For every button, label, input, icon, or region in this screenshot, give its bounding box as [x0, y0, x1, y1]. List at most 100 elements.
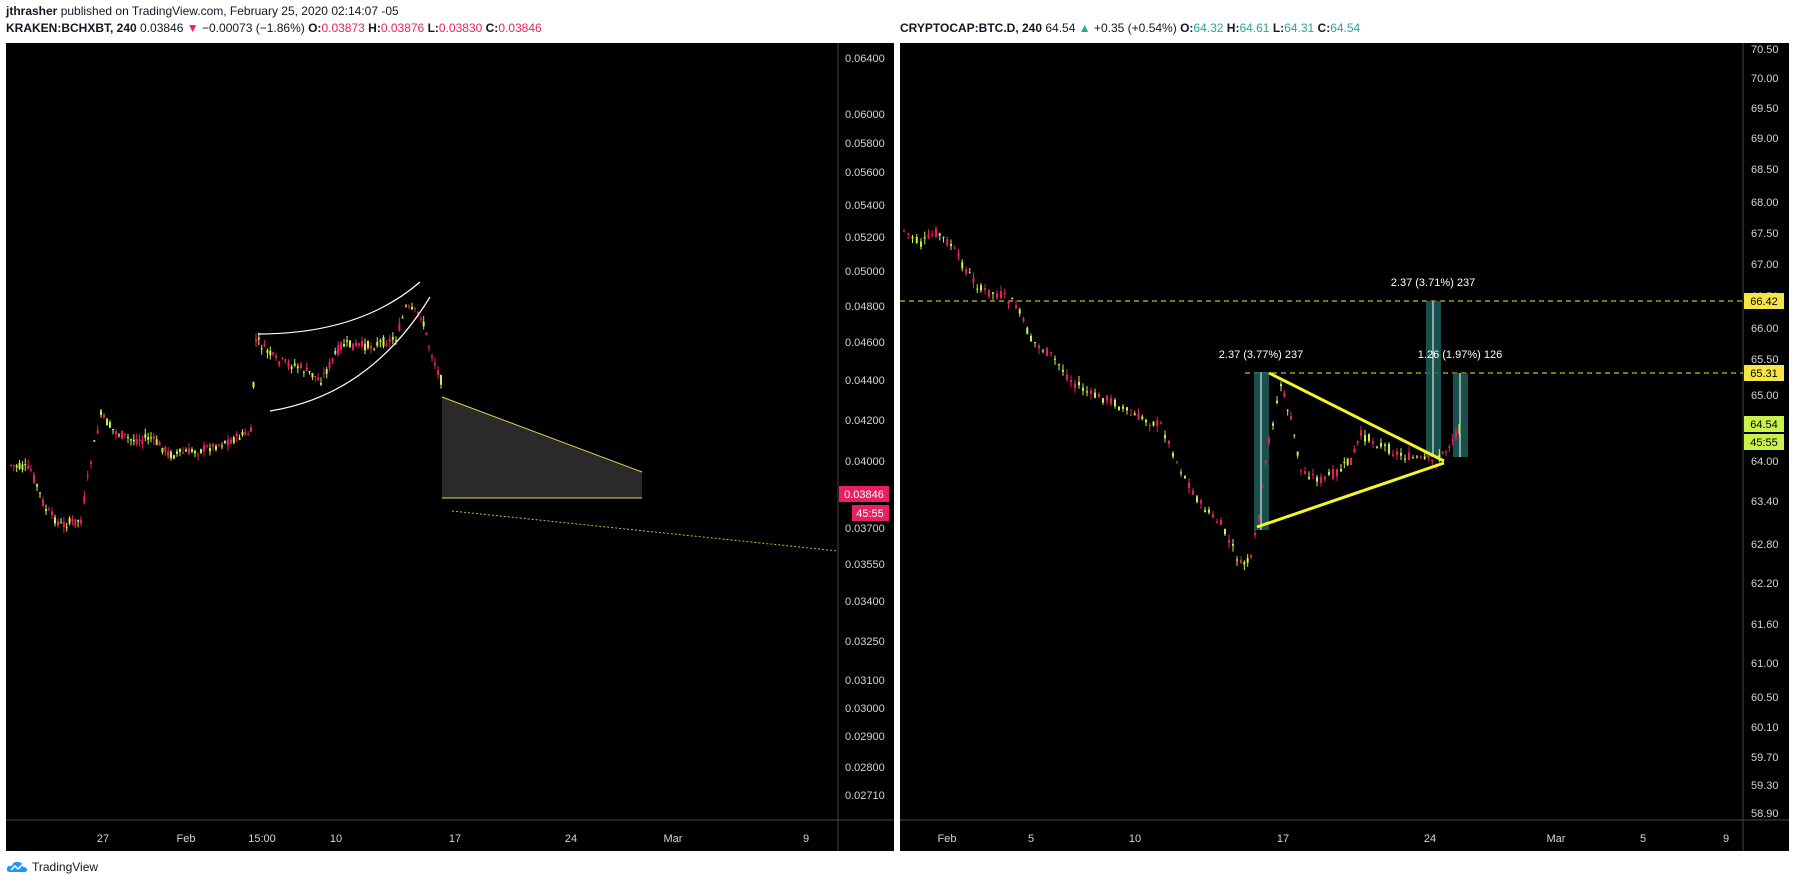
- candle-body: [21, 464, 24, 470]
- candle-body: [164, 446, 167, 452]
- candle-body: [1340, 468, 1342, 472]
- candle-body: [343, 344, 345, 347]
- candle-body: [1400, 452, 1402, 456]
- arc-lower-line[interactable]: [269, 296, 431, 412]
- date-tick-label: 10: [330, 833, 342, 845]
- candle-body: [300, 364, 302, 368]
- candle-body: [1368, 434, 1370, 442]
- right-price-axis[interactable]: 70.50 70.00 69.50 69.00 68.50 68.00 67.50 67.00…: [1751, 44, 1779, 820]
- price-tick-label: 0.04400: [845, 375, 885, 387]
- author-name[interactable]: jthrasher: [6, 4, 58, 18]
- candle-body: [1264, 461, 1267, 464]
- arc-upper-line[interactable]: [257, 281, 421, 335]
- date-tick-label: 10: [1129, 833, 1141, 845]
- candle-body: [331, 358, 334, 362]
- triangle-lower-side[interactable]: [1256, 461, 1445, 529]
- right-triangle[interactable]: [1256, 371, 1445, 529]
- candle-body: [57, 521, 59, 526]
- candle-body: [1188, 482, 1190, 489]
- candle-body: [218, 444, 220, 446]
- candle-body: [1286, 410, 1289, 412]
- candle-body: [1356, 440, 1359, 444]
- candle-body: [115, 431, 117, 435]
- candle-body: [1392, 454, 1394, 456]
- candle-body: [1110, 398, 1112, 405]
- publish-header: jthrasher published on TradingView.com, …: [6, 4, 399, 18]
- candle-body: [405, 305, 407, 307]
- right-chart-panel[interactable]: [900, 43, 1789, 851]
- left-last-price-badge: [839, 486, 889, 502]
- candle-body: [1152, 421, 1155, 426]
- candle-body: [382, 337, 385, 347]
- candle-body: [194, 450, 196, 454]
- candle-body: [1246, 558, 1249, 563]
- triangle-upper-line[interactable]: [441, 396, 643, 473]
- candle-body: [33, 474, 35, 483]
- candle-body: [27, 465, 30, 469]
- right-measures[interactable]: [1254, 301, 1468, 530]
- candle-body: [1106, 395, 1108, 401]
- candle-body: [927, 234, 930, 238]
- candle-body: [308, 370, 311, 373]
- candle-body: [1384, 444, 1386, 446]
- candle-body: [1376, 446, 1378, 448]
- candle-body: [346, 340, 348, 342]
- tradingview-brand: TradingView: [32, 860, 99, 874]
- right-time-axis[interactable]: Feb 5 10 17 24 Mar 5 9: [938, 833, 1730, 845]
- candle-body: [988, 289, 990, 297]
- candle-body: [1380, 442, 1382, 447]
- candle-body: [1018, 309, 1021, 314]
- candle-body: [158, 442, 161, 446]
- candle-body: [30, 469, 32, 471]
- candle-body: [1243, 562, 1246, 565]
- right-symbol[interactable]: CRYPTOCAP:BTC.D, 240: [900, 21, 1043, 35]
- candle-body: [311, 373, 314, 378]
- candle-body: [293, 363, 296, 366]
- candle-body: [272, 352, 275, 355]
- candle-body: [996, 293, 998, 298]
- tradingview-logo[interactable]: TradingView: [6, 860, 98, 874]
- candle-body: [1042, 350, 1044, 352]
- candle-body: [358, 343, 360, 346]
- candle-body: [984, 288, 986, 290]
- candle-body: [167, 450, 170, 457]
- candle-body: [1122, 406, 1124, 409]
- candle-body: [992, 292, 994, 294]
- dotted-support-line[interactable]: [451, 510, 839, 552]
- date-tick-label: 15:00: [248, 833, 276, 845]
- candle-body: [931, 234, 934, 236]
- price-tick-label: 67.00: [1751, 259, 1779, 271]
- price-tick-label: 60.50: [1751, 692, 1779, 704]
- price-tick-label: 65.00: [1751, 390, 1779, 402]
- candle-body: [1168, 440, 1170, 444]
- left-price-axis[interactable]: 0.06400 0.06000 0.05800 0.05600 0.05400 0.052…: [845, 53, 885, 802]
- candle-body: [1458, 424, 1461, 434]
- left-time-axis[interactable]: 27 Feb 15:00 10 17 24 Mar 9: [97, 833, 809, 845]
- candle-body: [1300, 469, 1302, 471]
- candle-body: [1137, 413, 1140, 420]
- candle-body: [398, 323, 401, 331]
- price-tick-label: 62.20: [1751, 578, 1779, 590]
- candle-body: [422, 321, 425, 327]
- candle-body: [132, 439, 135, 442]
- left-drawings[interactable]: [257, 281, 839, 552]
- candle-body: [1290, 416, 1292, 420]
- triangle-upper-side[interactable]: [1268, 371, 1445, 463]
- candle-body: [1034, 342, 1036, 344]
- candle-body: [1054, 358, 1056, 360]
- candle-body: [1404, 458, 1406, 460]
- measure-label-1: 2.37 (3.77%) 237: [1219, 349, 1303, 361]
- candle-body: [124, 433, 126, 435]
- candle-body: [373, 348, 376, 350]
- price-tick-label: 0.05000: [845, 266, 885, 278]
- candle-body: [408, 305, 410, 307]
- candle-body: [1228, 540, 1230, 543]
- candle-body: [1078, 381, 1080, 386]
- candle-body: [1328, 471, 1330, 475]
- candle-body: [96, 430, 99, 434]
- candle-body: [1070, 379, 1072, 383]
- candle-body: [1283, 392, 1286, 397]
- candle-body: [71, 519, 74, 522]
- left-symbol[interactable]: KRAKEN:BCHXBT, 240: [6, 21, 137, 35]
